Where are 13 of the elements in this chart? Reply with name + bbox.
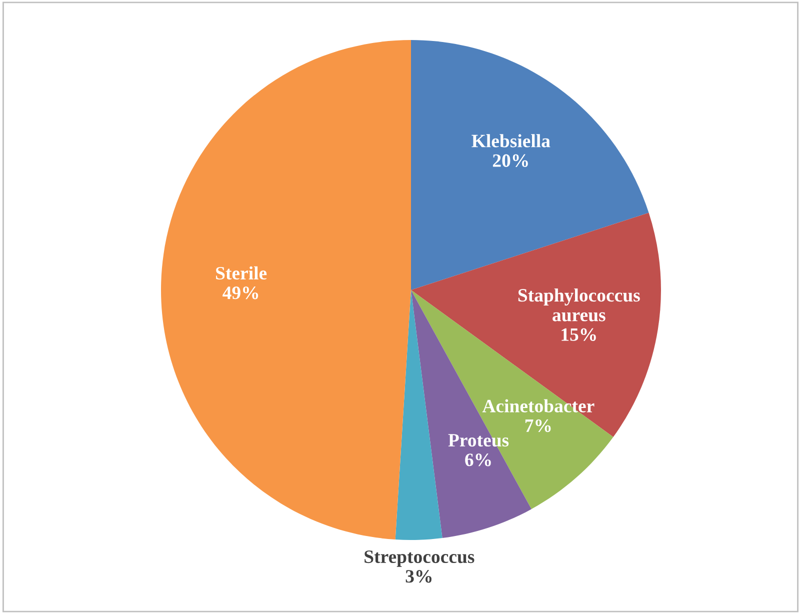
pie-slice (395, 290, 442, 540)
slice-label: Klebsiella (472, 134, 550, 148)
pie-slice (411, 40, 649, 290)
slice-label: Streptococcus (364, 550, 474, 567)
data-label: 49% (222, 286, 258, 300)
slice-label: Sterile (216, 266, 267, 280)
pie-slice (161, 40, 411, 540)
data-label: 7% (525, 419, 551, 432)
data-label: 15% (562, 328, 596, 341)
data-label: 20% (492, 154, 528, 168)
data-label: 3% (406, 570, 432, 583)
data-label: 6% (465, 454, 491, 466)
slice-label: Staphylococcus aureus (518, 288, 640, 322)
